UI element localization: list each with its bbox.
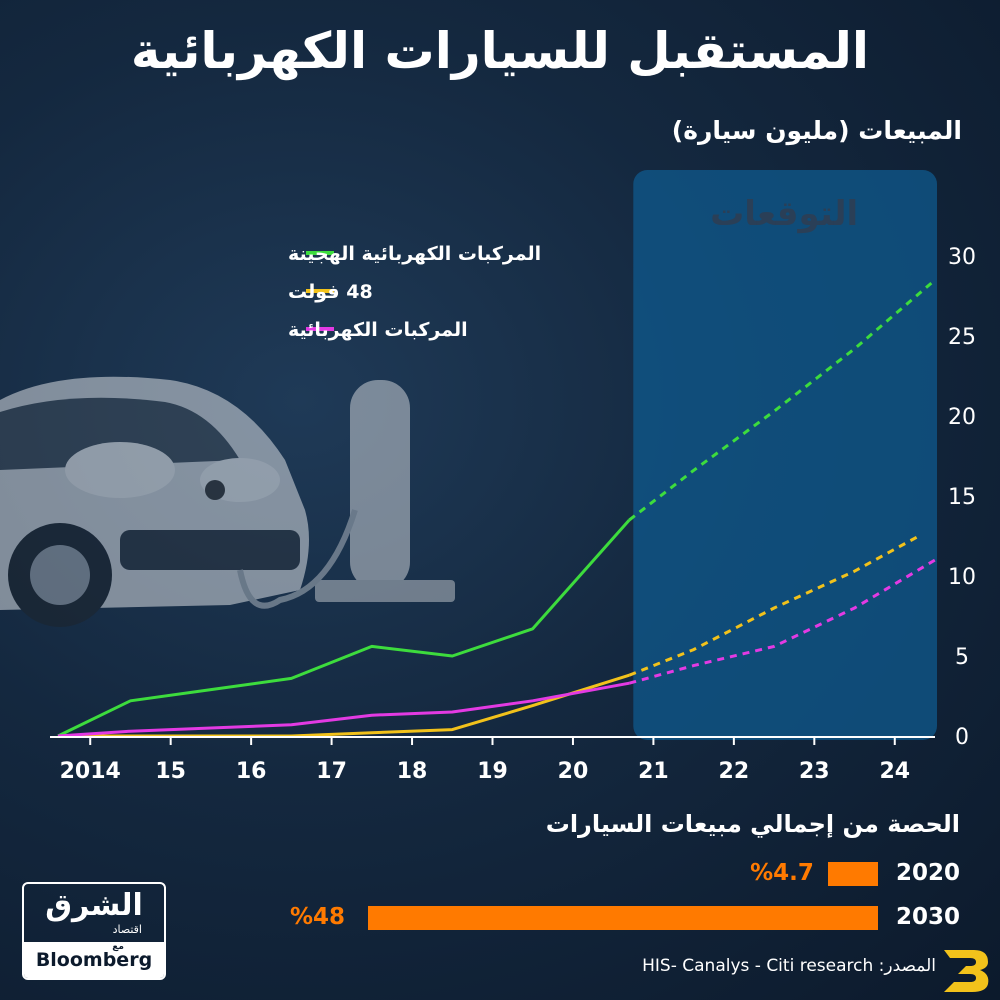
x-tick-label: 20: [558, 759, 589, 784]
y-tick-label: 30: [948, 245, 976, 270]
car-charger-illustration: [0, 376, 455, 627]
y-axis-title: المبيعات (مليون سيارة): [671, 116, 962, 145]
page-title: المستقبل للسيارات الكهربائية: [130, 22, 870, 80]
x-tick-label: 23: [799, 759, 830, 784]
x-tick-label: 17: [316, 759, 347, 784]
series-line-actual-2: [57, 681, 630, 738]
x-tick-label: 15: [155, 759, 186, 784]
series-line-forecast-2: [628, 558, 936, 685]
share-bar-2020: [828, 862, 878, 886]
legend-label-1: 48 فولت: [288, 281, 373, 303]
y-tick-label: 25: [948, 325, 976, 350]
share-value-2030: %48: [290, 904, 346, 930]
x-tick-label: 24: [879, 759, 910, 784]
legend-label-2: المركبات الكهربائية: [288, 319, 468, 341]
series-line-actual-1: [58, 673, 630, 738]
logo-name: الشرق: [45, 887, 143, 923]
y-tick-label: 15: [948, 485, 976, 510]
logo-with: مع: [112, 942, 124, 952]
share-year-2020: 2020: [895, 860, 960, 886]
x-tick-label: 16: [236, 759, 267, 784]
source-note: المصدر: HIS- Canalys - Citi research: [642, 956, 936, 976]
logo-sub: اقتصاد: [112, 922, 142, 936]
logo-partner: Bloomberg: [35, 949, 153, 971]
corner-brand-icon: [944, 950, 989, 992]
sales-line-chart: التوقعات 0 5 10 15 20 25 30 2014 15 16 17 18 19 20 21…: [57, 170, 976, 784]
y-tick-label: 20: [948, 405, 976, 430]
x-tick-label: 19: [477, 759, 508, 784]
share-year-2030: 2030: [895, 904, 960, 930]
asharq-bloomberg-logo: الشرق اقتصاد مع Bloomberg: [22, 882, 166, 980]
series-line-forecast-0: [628, 278, 936, 522]
forecast-label: التوقعات: [710, 194, 858, 234]
share-value-2020: %4.7: [750, 860, 814, 886]
x-tick-label: 2014: [60, 759, 121, 784]
series-line-forecast-1: [628, 534, 920, 677]
share-title: الحصة من إجمالي مبيعات السيارات: [545, 810, 960, 838]
x-tick-label: 18: [397, 759, 428, 784]
legend-label-0: المركبات الكهربائية الهجينة: [288, 243, 541, 265]
y-tick-label: 0: [955, 725, 969, 750]
x-tick-label: 21: [638, 759, 669, 784]
x-tick-label: 22: [719, 759, 750, 784]
share-bar-2030: [368, 906, 878, 930]
series-line-actual-0: [57, 519, 631, 738]
y-tick-label: 5: [955, 645, 969, 670]
forecast-region: [633, 170, 937, 740]
y-tick-label: 10: [948, 565, 976, 590]
